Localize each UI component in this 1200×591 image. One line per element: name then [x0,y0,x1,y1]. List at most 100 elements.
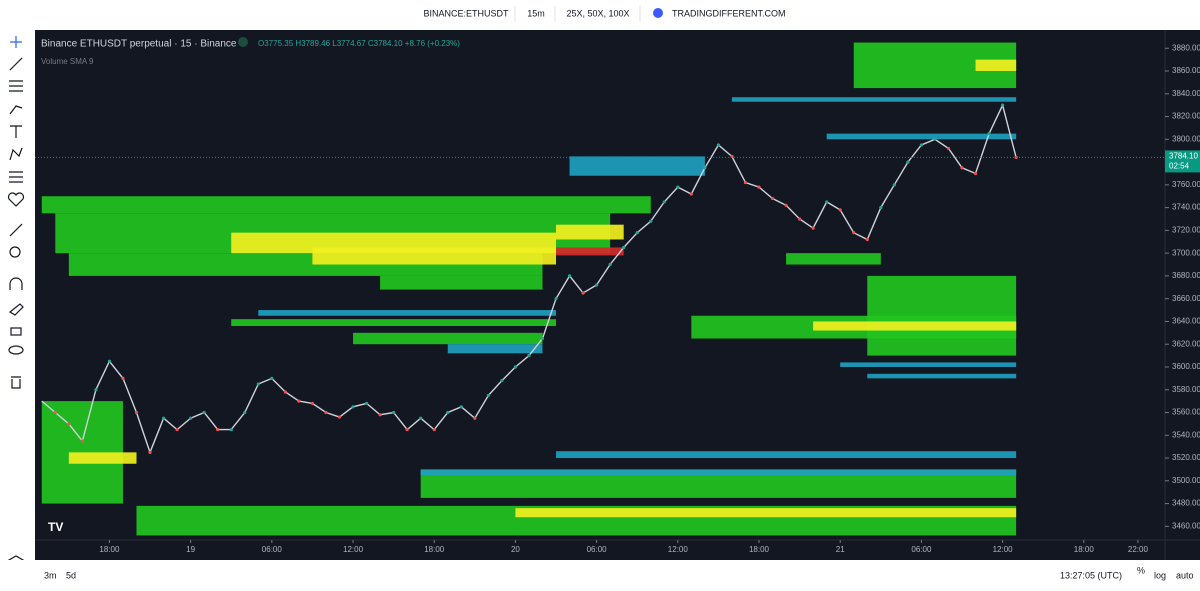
price-point [567,274,572,278]
price-point [243,410,247,415]
site-icon [653,8,663,18]
y-tick-label: 3880.00 [1172,43,1200,52]
price-point [946,146,951,151]
price-point [283,390,287,394]
lock-tool[interactable] [10,327,22,336]
price-point [811,226,815,230]
y-tick-label: 3720.00 [1172,225,1200,234]
price-point [378,413,382,417]
range-button[interactable]: 3m [44,570,57,580]
price-point [94,388,98,392]
liquidation-level [353,332,543,345]
brush-tool[interactable] [9,105,23,115]
site[interactable]: TRADINGDIFFERENT.COM [672,8,786,18]
y-tick-label: 3520.00 [1172,453,1200,462]
y-tick-label: 3460.00 [1172,521,1200,530]
price-point [540,336,545,341]
price-point [973,171,978,176]
y-tick-label: 3600.00 [1172,362,1200,371]
price-point [310,401,315,406]
magnet-tool[interactable] [9,277,23,290]
price-point [189,416,193,420]
x-tick-label: 12:00 [668,545,689,554]
favorite-tool[interactable] [7,192,25,207]
range-button[interactable]: 5d [66,570,76,580]
price-point [351,405,355,409]
lock-draw-tool[interactable] [8,303,24,316]
tv-logo: TV [48,520,63,534]
y-tick-label: 3840.00 [1172,89,1200,98]
bottom-bar [0,560,1200,586]
crosshair-tool[interactable] [10,36,22,48]
visibility-tool[interactable] [8,345,24,355]
liquidation-level [813,321,1017,331]
chart: 3460.00 3480.00 3500.00 3520.00 3540.00 3560.… [35,30,1200,560]
liquidation-level [447,344,543,354]
price-point [608,262,612,267]
price-point [161,416,166,420]
y-tick-label: 3680.00 [1172,271,1200,280]
price-point [486,393,490,398]
price-point [635,231,639,235]
top-bar [0,0,1200,30]
y-tick-label: 3580.00 [1172,385,1200,394]
y-tick-label: 3500.00 [1172,476,1200,485]
toolbar [0,30,33,560]
price-point [960,166,964,170]
clock: 13:27:05 (UTC) [1060,570,1122,580]
price-point [405,427,409,432]
y-tick-label: 3620.00 [1172,339,1200,348]
y-tick-label: 3640.00 [1172,317,1200,326]
percent-toggle[interactable]: % [1137,565,1145,575]
forecast-tool[interactable] [9,171,23,183]
y-tick-label: 3660.00 [1172,294,1200,303]
x-tick-label: 18:00 [749,545,770,554]
status-dot [238,37,248,47]
price-point [364,401,369,406]
x-tick-label: 20 [511,545,520,554]
leverage[interactable]: 25X, 50X, 100X [566,8,629,18]
ruler-tool[interactable] [9,223,23,237]
liquidation-level [786,253,881,265]
fib-tool[interactable] [9,80,23,92]
y-tick-label: 3480.00 [1172,499,1200,508]
zoom-tool[interactable] [9,246,21,258]
liquidation-level [840,362,1017,367]
liquidation-level [556,451,1017,459]
liquidation-level [41,196,651,214]
log-toggle[interactable]: log [1154,570,1166,580]
x-tick-label: 12:00 [993,545,1014,554]
price-point [879,206,883,210]
price-point [392,410,396,415]
price-point [649,219,653,223]
price-point [825,200,829,204]
line-tool[interactable] [9,57,23,71]
price-point [337,415,342,419]
price-point [459,405,463,409]
liquidation-level [420,469,1017,476]
y-tick-label: 3740.00 [1172,203,1200,212]
price-point [906,160,910,164]
auto-toggle[interactable]: auto [1176,570,1194,580]
text-tool[interactable] [10,125,22,138]
interval[interactable]: 15m [527,8,545,18]
x-tick-label: 12:00 [343,545,364,554]
price-point [270,376,274,380]
pattern-tool[interactable] [9,147,23,161]
x-tick-label: 21 [836,545,845,554]
price-point [770,196,775,201]
x-tick-label: 18:00 [1074,545,1095,554]
legend-ohlc: O3775.35 H3789.46 L3774.67 C3784.10 +8.7… [258,39,460,48]
price-point [500,379,504,383]
trash-tool[interactable] [11,376,21,389]
symbol[interactable]: BINANCE:ETHUSDT [423,8,509,18]
liquidation-level [380,275,543,290]
price-point [256,382,260,386]
price-point [80,439,84,443]
x-tick-label: 18:00 [424,545,445,554]
price-point [662,200,666,204]
y-tick-label: 3540.00 [1172,430,1200,439]
price-point [933,137,937,141]
y-tick-label: 3820.00 [1172,112,1200,121]
